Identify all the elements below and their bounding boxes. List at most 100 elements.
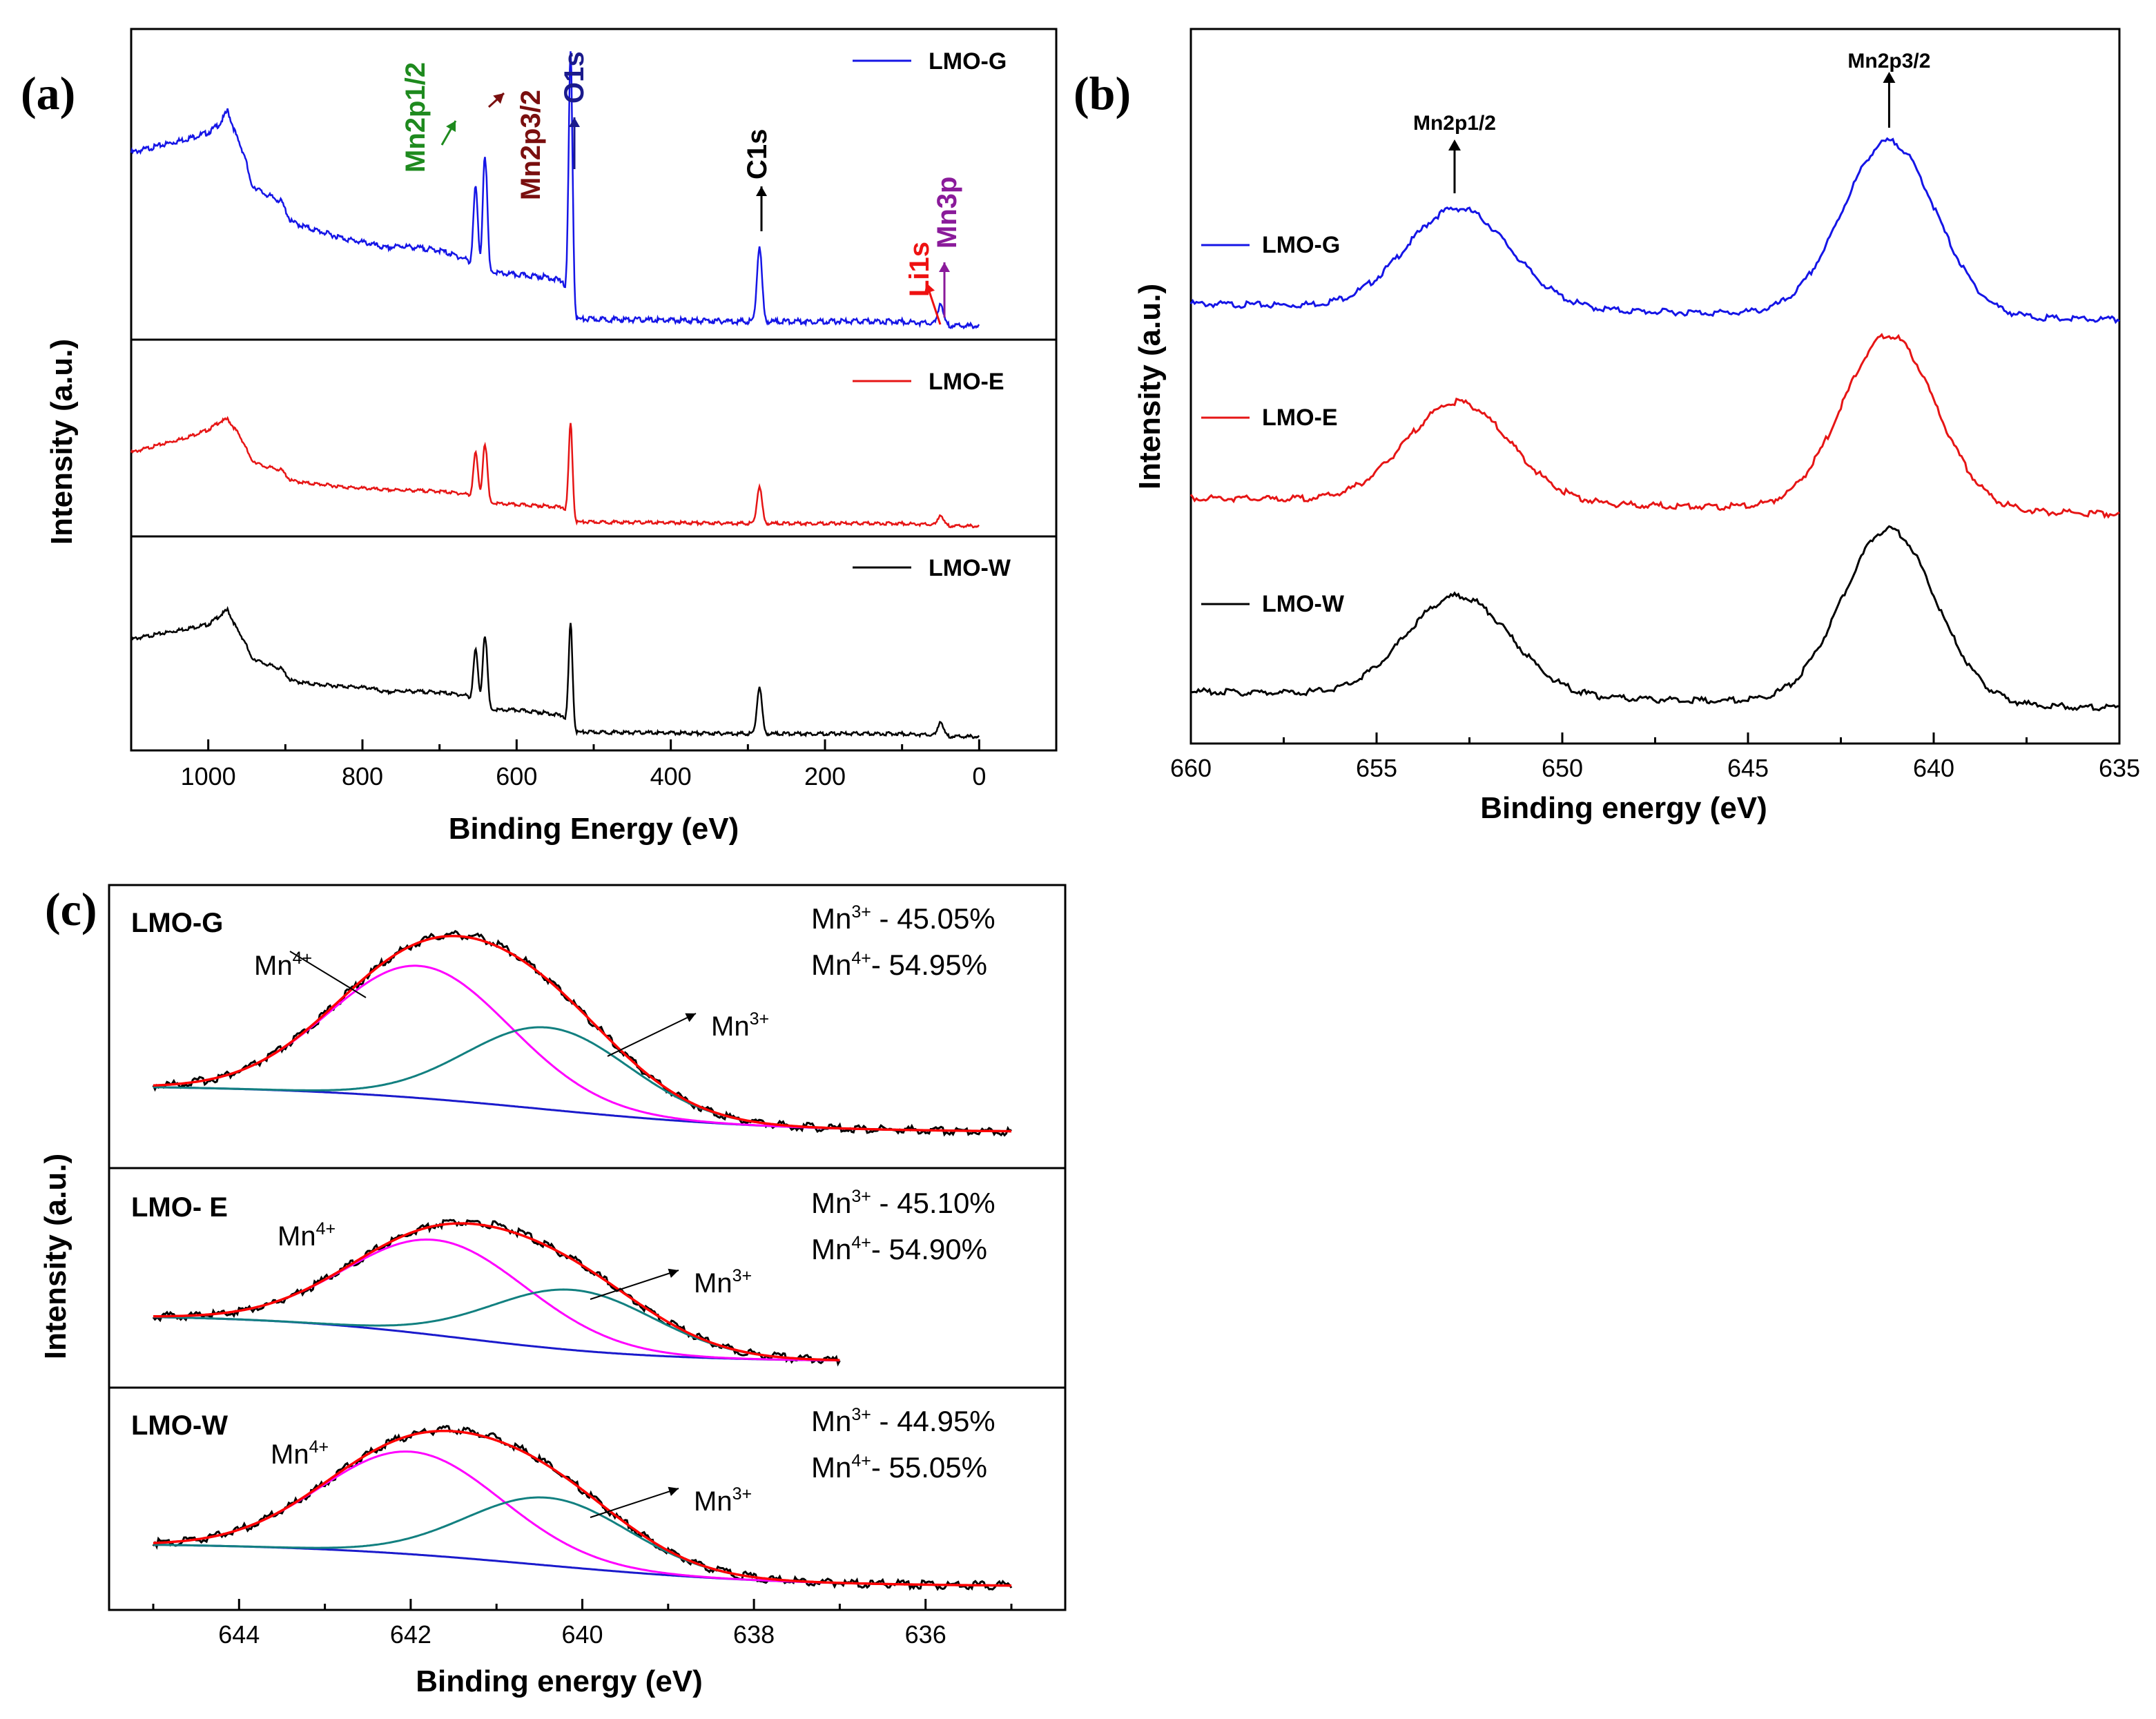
- panel-c-mn3-arrowhead: [668, 1486, 679, 1497]
- panel-b-x-ticks: 660 655 650 645 640 635: [1170, 732, 2140, 782]
- panel-c-tick-label: 644: [218, 1620, 260, 1649]
- panel-a-annotation-arrowhead: [569, 117, 580, 127]
- panel-c-sample-label: LMO-G: [131, 908, 223, 938]
- panel-b-tick-label: 660: [1170, 754, 1212, 782]
- panel-a-annotation-arrowhead: [924, 283, 935, 294]
- panel-a-annotation-arrowhead: [939, 262, 950, 272]
- panel-c-envelope-curve: [153, 1222, 840, 1361]
- panel-b-peak-annotations: Mn2p1/2 Mn2p3/2: [1413, 50, 1930, 193]
- panel-b-tick-label: 655: [1356, 754, 1397, 782]
- panel-b-tick-label: 650: [1542, 754, 1583, 782]
- panel-a-annotation: Mn2p3/2: [516, 90, 546, 200]
- panel-c-mn4-percent: Mn4+- 55.05%: [811, 1451, 987, 1484]
- panel-b-tag: (b): [1074, 67, 1131, 119]
- panel-c-x-ticks: 644 642 640 638 636: [152, 1599, 1013, 1649]
- panel-a-tick-label: 400: [650, 762, 692, 790]
- panel-a-tick-label: 800: [342, 762, 383, 790]
- panel-a-tick-label: 1000: [181, 762, 236, 790]
- panel-b-legend-label: LMO-E: [1262, 405, 1338, 431]
- panel-c-envelope-curve: [153, 1429, 1011, 1587]
- panel-b-tick-label: 640: [1913, 754, 1954, 782]
- panel-a-x-ticks: 1000 800 600 400 200 0: [130, 739, 1058, 790]
- panel-b-tick-label: 645: [1727, 754, 1769, 782]
- panel-c-sample-label: LMO-W: [131, 1410, 228, 1441]
- panel-c-mn3-label: Mn3+: [694, 1266, 752, 1299]
- panel-c-tag: (c): [45, 883, 97, 935]
- panel-b-annotation-arrowhead: [1883, 72, 1896, 83]
- panel-a-legend-label: LMO-W: [929, 555, 1011, 581]
- panel-c-tick-label: 636: [905, 1620, 946, 1649]
- panel-a-spectrum-lmo-w: [130, 605, 980, 739]
- panel-b-legend-label: LMO-G: [1262, 232, 1340, 258]
- panel-b-annotation: Mn2p1/2: [1413, 112, 1496, 135]
- panel-b-frame: [1189, 28, 2121, 745]
- panel-c: 644 642 640 638 636 LMO-G Mn3+ - 45.05% Mn4+- …: [39, 884, 1067, 1698]
- panel-b-x-label: Binding energy (eV): [1480, 791, 1767, 825]
- panel-b-spectrum-lmo-w: [1190, 525, 2119, 712]
- panel-b-spectrum-lmo-e: [1189, 333, 2120, 519]
- panel-c-raw-curve: [152, 1424, 1013, 1591]
- panel-a-annotation-arrowhead: [756, 186, 767, 196]
- panel-c-mn4-label: Mn4+: [271, 1437, 329, 1470]
- panel-c-mn3-percent: Mn3+ - 45.05%: [811, 902, 996, 935]
- panel-a-tick-label: 200: [804, 762, 846, 790]
- panel-c-mn3-arrow: [590, 1270, 679, 1300]
- panel-c-envelope-curve: [153, 935, 1011, 1133]
- panel-a-tag: (a): [21, 67, 75, 119]
- panel-a-spectrum-lmo-e: [130, 416, 980, 529]
- panel-b-legend-label: LMO-W: [1262, 591, 1345, 617]
- panel-a-frame: [130, 28, 1058, 752]
- panel-b-tick-label: 635: [2099, 754, 2140, 782]
- panel-b-annotation-arrowhead: [1448, 139, 1461, 150]
- panel-c-mn3-arrowhead: [685, 1013, 696, 1022]
- panel-c-y-label: Intensity (a.u.): [39, 1154, 72, 1359]
- panel-c-mn3-label: Mn3+: [694, 1484, 752, 1517]
- panel-a: 1000 800 600 400 200 0 LMO-G LMO-E LMO-W Mn2p1/…: [45, 28, 1058, 846]
- panel-a-spectrum-lmo-g: [130, 51, 980, 330]
- panel-a-legend-label: LMO-E: [929, 369, 1004, 395]
- panel-a-legend-label: LMO-G: [929, 48, 1007, 75]
- panel-c-x-label: Binding energy (eV): [416, 1664, 703, 1698]
- panel-a-annotation: Mn2p1/2: [400, 62, 431, 173]
- panel-c-mn3-arrow: [590, 1488, 679, 1518]
- panel-b-y-label: Intensity (a.u.): [1133, 284, 1167, 489]
- panel-a-annotation-arrowhead: [446, 121, 456, 133]
- panel-c-fits: [152, 930, 1013, 1591]
- panel-c-mn4-arrow: [289, 951, 367, 998]
- panel-c-mn3-curve: [153, 1026, 1011, 1133]
- panel-b-annotation: Mn2p3/2: [1847, 50, 1930, 72]
- panel-c-sample-label: LMO- E: [131, 1192, 228, 1223]
- panel-a-tick-label: 0: [972, 762, 986, 790]
- panel-a-legend: LMO-G LMO-E LMO-W: [853, 48, 1011, 581]
- panel-b-spectrum-lmo-g: [1189, 137, 2120, 324]
- panel-a-annotation-arrowhead: [493, 93, 504, 104]
- panel-c-mn3-arrowhead: [668, 1268, 679, 1279]
- panel-a-annotation: O1s: [559, 51, 590, 104]
- panel-b-legend: LMO-G LMO-E LMO-W: [1201, 232, 1345, 617]
- panel-c-mn4-percent: Mn4+- 54.95%: [811, 949, 987, 981]
- panel-c-frame: [108, 884, 1067, 1611]
- panel-c-tick-label: 642: [390, 1620, 431, 1649]
- panel-a-spectra: [130, 51, 980, 739]
- panel-a-x-label: Binding Energy (eV): [449, 812, 739, 846]
- panel-b-spectra: [1189, 137, 2120, 712]
- panel-c-mn3-arrow: [607, 1013, 697, 1057]
- panel-c-tick-label: 638: [733, 1620, 775, 1649]
- panel-c-mn4-percent: Mn4+- 54.90%: [811, 1233, 987, 1265]
- panel-c-background-curve: [153, 1086, 1011, 1133]
- panel-c-mn3-percent: Mn3+ - 44.95%: [811, 1405, 996, 1437]
- panel-c-mn4-label: Mn4+: [254, 949, 312, 981]
- panel-c-mn3-label: Mn3+: [711, 1009, 769, 1042]
- panel-c-mn4-label: Mn4+: [278, 1219, 336, 1252]
- panel-a-y-label: Intensity (a.u.): [45, 339, 79, 545]
- panel-a-annotation: Mn3p: [932, 177, 962, 249]
- panel-a-tick-label: 600: [496, 762, 537, 790]
- panel-b: 660 655 650 645 640 635 LMO-G LMO-E LMO-W Mn2p1…: [1133, 28, 2140, 825]
- panel-c-tick-label: 640: [561, 1620, 603, 1649]
- panel-a-annotation: C1s: [742, 129, 773, 179]
- panel-c-mn3-percent: Mn3+ - 45.10%: [811, 1187, 996, 1219]
- panel-c-background-curve: [153, 1316, 840, 1362]
